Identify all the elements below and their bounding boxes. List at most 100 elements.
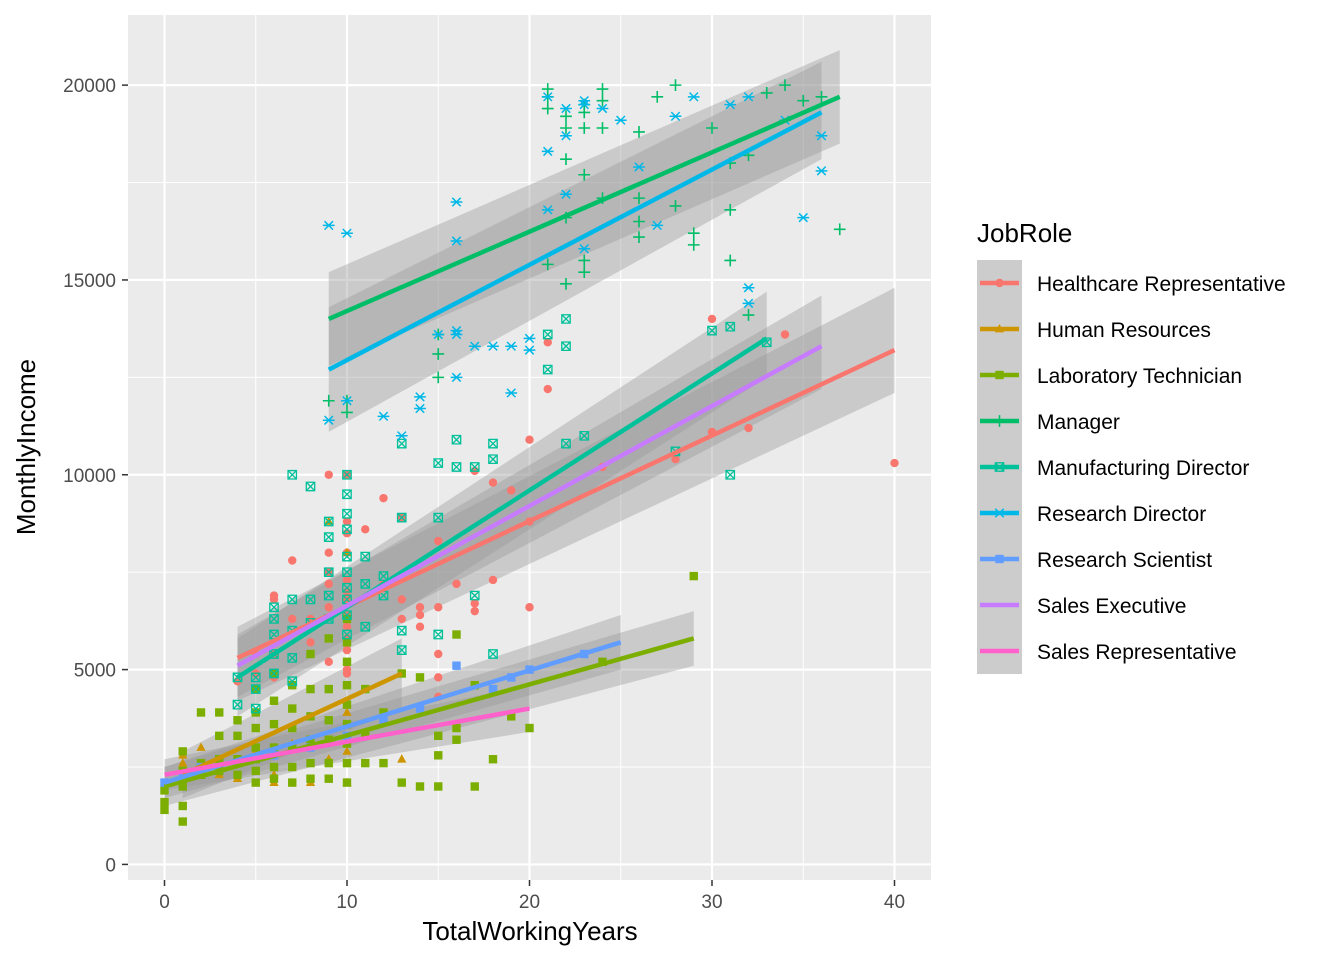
data-point <box>342 645 352 655</box>
data-point <box>322 394 335 407</box>
legend-key-symbol <box>995 370 1004 380</box>
data-point <box>523 345 536 355</box>
data-point <box>560 122 572 134</box>
data-point <box>525 603 534 612</box>
data-point <box>342 638 352 647</box>
x-tick-label: 20 <box>519 892 540 913</box>
data-point <box>707 314 717 324</box>
data-point <box>305 481 316 492</box>
data-point <box>651 90 664 103</box>
data-point <box>324 634 333 643</box>
data-point <box>250 672 261 683</box>
data-point <box>342 622 352 631</box>
data-point <box>560 189 572 199</box>
data-point <box>342 707 352 716</box>
data-point <box>415 782 425 791</box>
data-point <box>322 220 335 231</box>
data-point <box>415 622 425 631</box>
data-point <box>251 778 260 787</box>
x-tick-label: 40 <box>884 892 905 913</box>
data-point <box>742 283 755 293</box>
data-point <box>488 755 498 764</box>
data-point <box>250 703 261 714</box>
data-point <box>507 486 516 495</box>
data-point <box>541 92 554 102</box>
data-point <box>541 258 554 271</box>
fit-line <box>164 706 530 778</box>
data-point <box>578 266 591 279</box>
data-point <box>779 79 791 92</box>
data-point <box>251 743 260 752</box>
data-point <box>488 649 498 659</box>
data-point <box>361 758 370 768</box>
data-point <box>342 778 352 787</box>
data-point <box>306 758 315 768</box>
data-point <box>324 716 333 725</box>
data-point <box>815 90 828 103</box>
data-point <box>560 277 572 290</box>
x-tick-label: 10 <box>336 892 357 913</box>
data-point <box>724 203 737 216</box>
data-point <box>160 805 169 815</box>
data-point <box>342 489 352 500</box>
data-point <box>342 517 352 526</box>
legend-key-symbol <box>994 323 1005 333</box>
data-point <box>342 582 352 593</box>
data-point <box>415 603 425 612</box>
data-point <box>724 254 737 267</box>
data-point <box>288 704 297 713</box>
y-tick-label: 20000 <box>63 76 116 97</box>
data-point <box>233 731 242 741</box>
data-point <box>468 341 481 351</box>
data-point <box>797 212 810 223</box>
data-point <box>397 754 407 763</box>
data-point <box>178 758 188 767</box>
data-point <box>324 774 333 783</box>
data-point <box>322 415 335 425</box>
data-point <box>452 579 461 589</box>
data-point <box>560 153 572 166</box>
data-point <box>671 454 680 464</box>
legend-label: Research Director <box>1037 503 1206 526</box>
data-point <box>560 110 572 123</box>
data-point <box>160 797 169 807</box>
data-point <box>797 94 810 107</box>
data-point <box>742 298 755 309</box>
data-point <box>633 231 645 243</box>
data-point <box>815 131 828 141</box>
data-point <box>342 551 352 562</box>
data-point <box>178 782 187 791</box>
data-point <box>396 512 407 523</box>
data-point <box>215 731 224 741</box>
data-point <box>452 630 461 639</box>
data-point <box>543 384 552 394</box>
legend: JobRole Healthcare Representative Human R… <box>977 218 1286 674</box>
data-point <box>488 575 498 585</box>
data-point <box>269 614 279 624</box>
data-point <box>342 746 352 755</box>
data-point <box>488 478 498 487</box>
data-point <box>669 111 682 122</box>
data-point <box>342 508 352 519</box>
y-tick-label: 0 <box>105 855 116 876</box>
data-point <box>470 606 479 616</box>
confidence-band <box>328 61 822 432</box>
data-point <box>341 406 353 419</box>
data-point <box>434 536 443 546</box>
data-point <box>452 661 461 670</box>
data-point <box>488 684 498 694</box>
data-point <box>523 333 536 344</box>
data-point <box>178 801 187 811</box>
data-point <box>633 215 645 228</box>
data-point <box>342 469 352 480</box>
legend-label: Research Scientist <box>1037 549 1212 572</box>
data-point <box>397 778 406 787</box>
legend-label: Healthcare Representative <box>1037 273 1286 296</box>
data-point <box>377 411 390 422</box>
data-point <box>507 712 516 721</box>
data-point <box>269 762 279 772</box>
data-point <box>397 614 406 624</box>
data-point <box>288 614 297 624</box>
data-point <box>306 649 315 659</box>
data-point <box>434 751 443 760</box>
